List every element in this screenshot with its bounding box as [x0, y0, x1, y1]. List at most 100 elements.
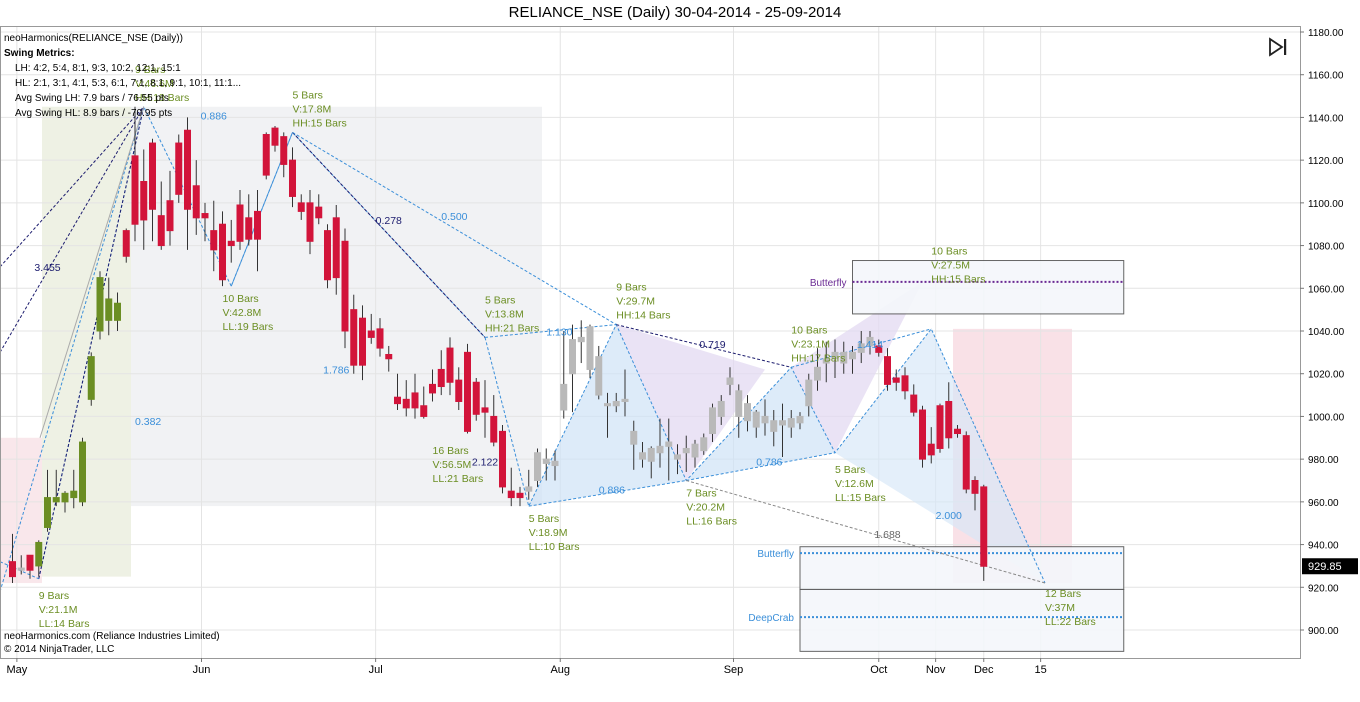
- candle-body: [87, 356, 95, 400]
- swing-label: HH:17 Bars: [791, 352, 845, 364]
- candle-body: [770, 420, 778, 432]
- pattern-label: DeepCrab: [748, 613, 794, 624]
- candle-body: [717, 400, 725, 417]
- candle-body: [551, 460, 559, 467]
- pattern-triangle: [791, 281, 923, 453]
- swing-connector: [292, 131, 617, 326]
- swing-connector: [528, 480, 687, 507]
- swing-label: LL:14 Bars: [39, 618, 90, 630]
- swing-label: V:21.1M: [39, 604, 78, 616]
- swing-label: LL:16 Bars: [686, 516, 737, 528]
- candle-body: [367, 330, 375, 338]
- swing-label: 16 Bars: [433, 445, 469, 457]
- candle-body: [429, 383, 436, 394]
- candle-body: [44, 497, 51, 528]
- play-to-end-icon[interactable]: [1268, 37, 1290, 57]
- fib-ratio-label: 0.886: [201, 111, 227, 123]
- x-tick-label: Jun: [193, 664, 211, 676]
- y-tick-label: 1000.00: [1308, 412, 1345, 423]
- swing-label: V:13.8M: [485, 308, 524, 320]
- candle-body: [96, 277, 104, 332]
- y-tick-label: 1060.00: [1308, 284, 1345, 295]
- candle-body: [332, 217, 340, 279]
- pattern-zone: [799, 588, 1125, 652]
- candle-body: [822, 358, 830, 364]
- candle-body: [114, 302, 121, 321]
- candle-body: [744, 403, 751, 422]
- y-tick-label: 1140.00: [1308, 113, 1344, 124]
- x-tick-label: Nov: [926, 664, 946, 676]
- fib-ratio-label: 3.455: [34, 262, 60, 274]
- fib-ratio-label: 1.414: [857, 339, 883, 351]
- candle-body: [691, 443, 699, 458]
- candle-body: [604, 403, 611, 407]
- pattern-triangle: [616, 324, 765, 481]
- avg-swing-hl: Avg Swing HL: 8.9 bars / -70.95 pts: [15, 108, 173, 119]
- indicator-name: neoHarmonics(RELIANCE_NSE (Daily)): [4, 33, 183, 44]
- fib-ratio-label: 0.786: [756, 457, 782, 469]
- fib-ratio-label: 0.886: [599, 484, 625, 496]
- last-price-label: 929.85: [1308, 561, 1342, 573]
- fib-ratio-label: 0.278: [376, 215, 402, 227]
- swing-label: LL:19 Bars: [223, 321, 274, 333]
- candle-body: [105, 298, 113, 321]
- y-tick-label: 980.00: [1308, 455, 1339, 466]
- swing-label: V:42.8M: [223, 307, 262, 319]
- pattern-label: Butterfly: [757, 549, 794, 560]
- chart-footer: neoHarmonics.com (Reliance Industries Li…: [4, 630, 220, 656]
- footer-copyright: © 2014 NinjaTrader, LLC: [4, 644, 115, 655]
- candle-body: [324, 230, 331, 281]
- swing-hl: HL: 2:1, 3:1, 4:1, 5:3, 6:1, 7:1, 8:1, 9…: [15, 78, 242, 89]
- candle-body: [647, 447, 655, 462]
- candle-body: [980, 486, 988, 567]
- candle-body: [140, 181, 148, 221]
- candle-body: [184, 129, 191, 210]
- candle-body: [227, 240, 235, 247]
- swing-connector: [39, 106, 145, 438]
- y-tick-label: 1020.00: [1308, 370, 1345, 381]
- swing-lh: LH: 4:2, 5:4, 8:1, 9:3, 10:2, 12:1, 15:1: [15, 63, 181, 74]
- candle-body: [945, 400, 953, 439]
- pattern-triangle: [835, 328, 1045, 584]
- candle-body: [446, 347, 454, 383]
- candle-body: [761, 415, 769, 424]
- candle-body: [901, 375, 909, 392]
- candle-body: [919, 409, 926, 460]
- candle-body: [481, 407, 489, 413]
- y-tick-label: 940.00: [1308, 541, 1339, 552]
- candle-body: [219, 223, 226, 281]
- candle-body: [297, 202, 305, 212]
- y-tick-label: 1100.00: [1308, 199, 1344, 210]
- candle-body: [700, 437, 708, 452]
- candle-body: [621, 398, 629, 402]
- candle-body: [341, 240, 349, 332]
- fib-ratio-label: 1.130: [546, 326, 572, 338]
- swing-label: V:56.5M: [433, 459, 472, 471]
- swing-label: 9 Bars: [135, 64, 165, 76]
- candle-body: [149, 142, 156, 210]
- y-tick-label: 1120.00: [1308, 156, 1344, 167]
- swing-label: 9 Bars: [616, 282, 646, 294]
- candle-body: [910, 394, 918, 413]
- candle-body: [875, 345, 883, 353]
- candle-body: [437, 368, 445, 388]
- candle-body: [455, 379, 463, 402]
- candle-body: [542, 458, 550, 464]
- candle-body: [262, 134, 270, 176]
- candle-body: [70, 490, 78, 499]
- candle-body: [612, 400, 620, 407]
- x-tick-label: May: [6, 664, 27, 676]
- swing-label: LL:21 Bars: [433, 473, 484, 485]
- fib-ratio-label: 1.786: [323, 365, 349, 377]
- swing-connector: [292, 132, 486, 338]
- candle-body: [577, 336, 585, 343]
- swing-label: V:18.9M: [529, 527, 568, 539]
- swing-connector: [686, 452, 836, 481]
- candle-body: [674, 454, 681, 460]
- candle-body: [507, 490, 515, 499]
- chart-title: RELIANCE_NSE (Daily) 30-04-2014 - 25-09-…: [508, 4, 842, 21]
- candle-body: [210, 230, 218, 251]
- candle-body: [639, 452, 646, 460]
- y-tick-label: 1080.00: [1308, 242, 1345, 253]
